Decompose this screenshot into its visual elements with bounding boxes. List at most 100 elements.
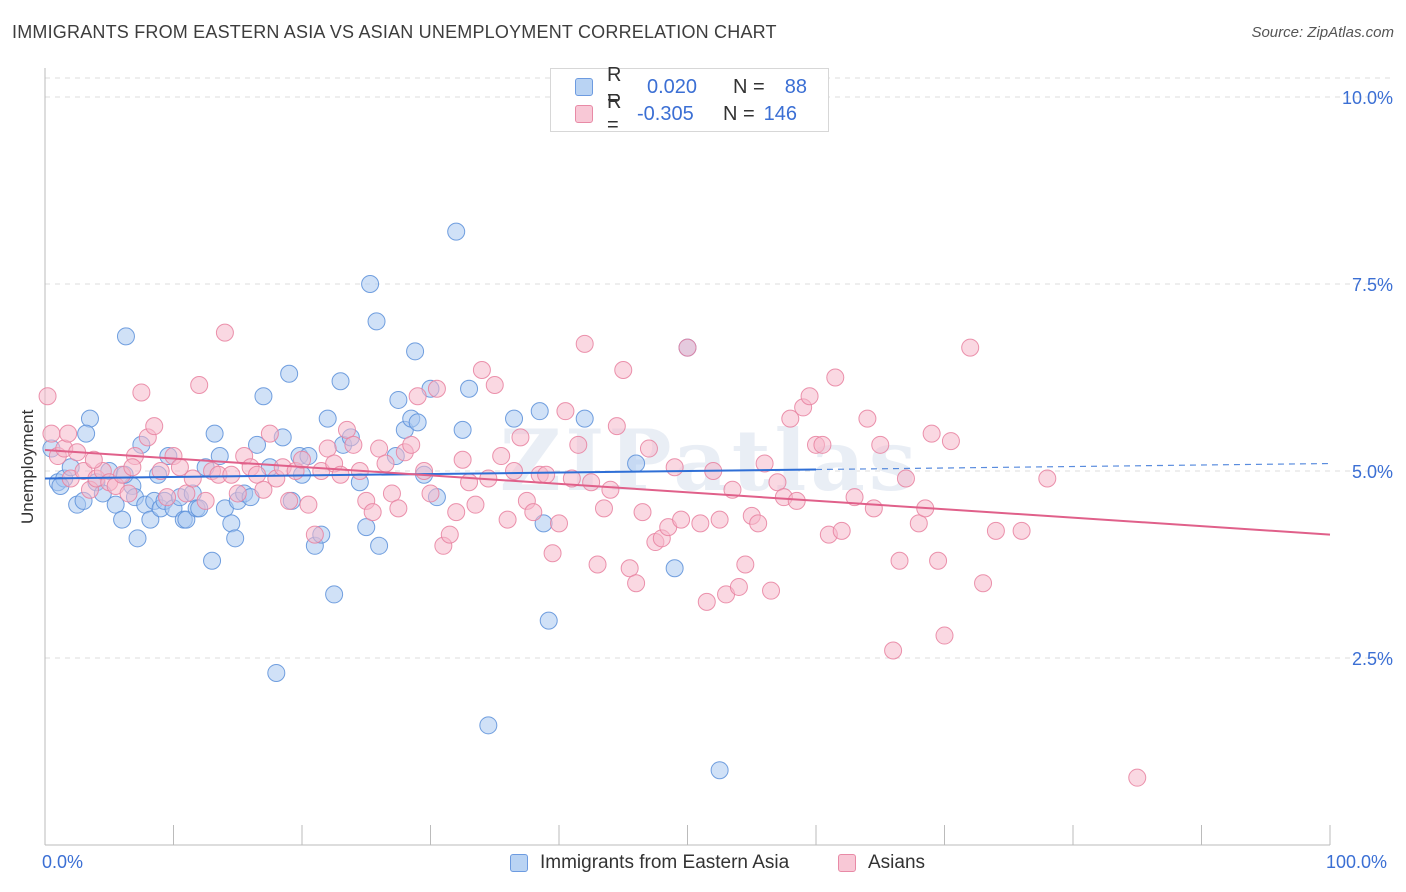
pink-point [762,581,781,600]
pink-point [511,428,530,447]
pink-point [672,510,691,529]
blue-point [128,529,147,548]
pink-point [858,409,877,428]
pink-point [524,503,543,522]
legend-r-label: R = [607,91,622,136]
bottom-legend-blue: Immigrants from Eastern Asia [510,852,789,874]
blue-point [453,420,472,439]
pink-point [370,439,389,458]
pink-point [363,503,382,522]
pink-point [639,439,658,458]
pink-point [826,368,845,387]
pink-point [119,484,138,503]
pink-point [614,361,633,380]
blue-point [205,424,224,443]
blue-point [177,510,196,529]
legend-row-pink: R = -0.305 N = 146 [575,91,797,136]
blue-point [627,454,646,473]
pink-point [620,559,639,578]
pink-point [941,432,960,451]
pink-point [190,375,209,394]
pink-point [582,473,601,492]
pink-point [196,491,215,510]
pink-point [59,424,78,443]
blue-point [106,495,125,514]
pink-point [729,577,748,596]
pink-point [974,574,993,593]
pink-trend-line [44,449,1331,536]
pink-point [665,458,684,477]
pink-point [1128,768,1147,787]
legend-swatch-pink [575,105,593,123]
blue-point [331,372,350,391]
pink-point [466,495,485,514]
pink-point [588,555,607,574]
pink-point [485,375,504,394]
x-tick-right: 100.0% [1326,852,1388,872]
pink-point [896,469,915,488]
pink-point [755,454,774,473]
pink-point [813,435,832,454]
y-tick-label: 2.5% [1352,649,1393,669]
blue-point [505,409,524,428]
pink-point [376,454,395,473]
chart-title: IMMIGRANTS FROM EASTERN ASIA VS ASIAN UN… [12,22,777,42]
pink-point [569,435,588,454]
blue-point [460,379,479,398]
legend-row-blue: R = 0.020 N = 88 [575,64,807,109]
blue-point [370,536,389,555]
pink-point [710,510,729,529]
pink-point [723,480,742,499]
bottom-legend-pink: Asians [838,852,925,874]
legend-n-label: N = [733,75,765,98]
blue-point [530,402,549,421]
pink-point [697,592,716,611]
legend-r-label: R = [607,64,622,109]
pink-point [344,435,363,454]
pink-point [909,514,928,533]
pink-point [543,544,562,563]
y-tick-label: 7.5% [1352,275,1393,295]
pink-point [337,420,356,439]
legend-swatch-blue [575,78,593,96]
pink-point [280,491,299,510]
pink-point [38,387,57,406]
x-tick-left: 0.0% [42,852,84,872]
blue-point [267,663,286,682]
pink-point [254,480,273,499]
blue-point [325,585,344,604]
pink-point [145,417,164,436]
pink-point [305,525,324,544]
pink-point [627,574,646,593]
pink-point [151,462,170,480]
blue-trend-extension [815,462,1331,471]
pink-point [408,387,427,406]
bottom-legend-swatch-pink [838,854,856,872]
blue-point [479,716,498,735]
pink-point [768,473,787,492]
pink-point [607,417,626,436]
pink-point [260,424,279,443]
pink-point [787,491,806,510]
pink-point [42,424,61,443]
blue-point [665,559,684,578]
pink-point [575,334,594,353]
pink-point [177,484,196,503]
legend-n-value: 146 [763,102,797,125]
pink-point [453,450,472,469]
pink-point [460,473,479,492]
blue-point [575,409,594,428]
blue-point [539,611,558,630]
pink-point [678,338,697,357]
blue-point [357,518,376,537]
pink-point [890,551,909,570]
pink-point [736,555,755,574]
pink-point [492,447,511,466]
pink-point [248,465,267,484]
blue-point [226,529,245,548]
pink-point [389,499,408,518]
pink-point [472,361,491,380]
pink-point [781,409,800,428]
blue-point [77,424,96,443]
